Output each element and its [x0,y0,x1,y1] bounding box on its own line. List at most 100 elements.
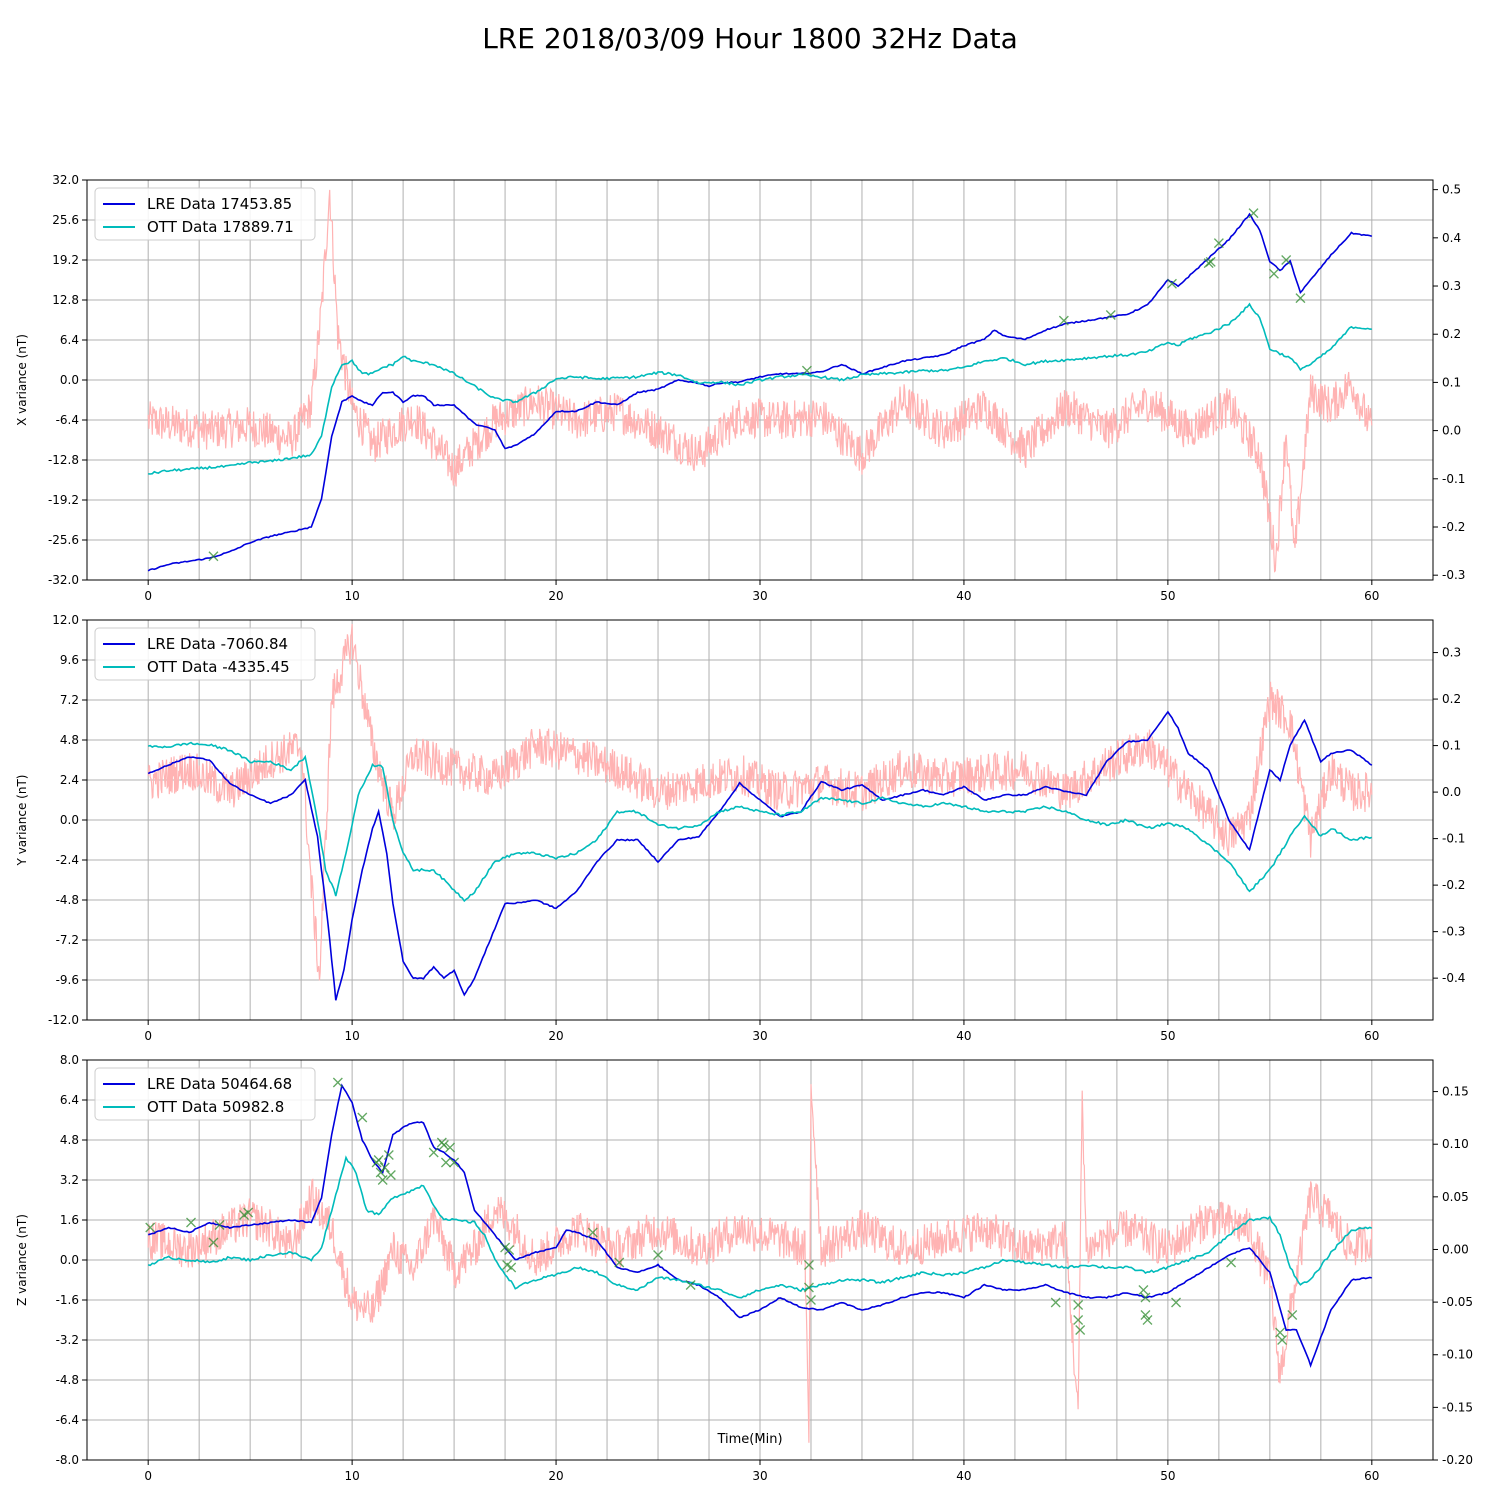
y-tick-label: 7.2 [60,693,79,707]
marker-x [445,1142,455,1153]
marker-x [1140,1310,1151,1320]
marker-x [1171,1297,1181,1308]
marker-x [375,1167,386,1178]
x-tick-label: 40 [956,1469,971,1483]
x-tick-label: 50 [1160,589,1175,603]
y2-tick-label: 0.5 [1442,183,1461,197]
y2-tick-label: 0.0 [1442,424,1461,438]
y2-tick-label: 0.1 [1442,739,1461,753]
y-tick-label: 0.0 [60,373,79,387]
x-tick-label: 10 [344,589,359,603]
panel-z: 8.0 6.4 4.8 3.2 1.6 0.0 -1.6 -3.2 -4.8 -6.4 -8.0 0.… [15,1053,1473,1483]
legend-box [94,1067,316,1121]
legend-label: LRE Data 50464.68 [147,1075,292,1093]
legend-label: LRE Data 17453.85 [147,195,292,213]
marker-x [685,1280,696,1290]
legend-label: OTT Data -4335.45 [147,658,290,676]
x-tick-label: 60 [1364,1029,1379,1043]
y2-tick-label: 0.3 [1442,279,1461,293]
marker-x [1248,208,1259,219]
marker-x [214,1220,225,1230]
y-axis-label: X variance (nT) [15,334,29,426]
marker-x [1105,310,1116,320]
x-tick-label: 20 [548,1469,563,1483]
x-tick-label: 40 [956,589,971,603]
y-tick-label: 6.4 [60,1093,79,1107]
y2-tick-label: -0.2 [1442,520,1465,534]
y2-tick-label: -0.3 [1442,568,1465,582]
panel-x: 32.0 25.6 19.2 12.8 6.4 0.0 -6.4 -12.8 -19.2 -25.… [15,173,1465,603]
y-tick-label: -4.8 [56,1373,79,1387]
marker-x [440,1157,451,1168]
y-tick-label: -3.2 [56,1333,79,1347]
y-tick-label: 1.6 [60,1213,79,1227]
marker-x [1050,1297,1061,1308]
y-tick-label: -4.8 [56,893,79,907]
y-tick-label: -12.8 [48,453,79,467]
x-tick-label: 20 [548,1029,563,1043]
marker-x [449,1157,460,1168]
y-tick-label: -32.0 [48,573,79,587]
y-tick-label: -6.4 [56,413,79,427]
series-line-lre [147,1083,1372,1368]
marker-x [1268,268,1279,279]
y-tick-label: -2.4 [56,853,79,867]
marker-x [653,1250,663,1260]
y-tick-label: -19.2 [48,493,79,507]
y-axis-label: Y variance (nT) [15,775,29,867]
y-tick-label: -7.2 [56,933,79,947]
residual-trace [147,623,1373,981]
x-tick-label: 0 [144,1469,152,1483]
marker-x [801,365,812,376]
y-axis-label: Z variance (nT) [15,1214,29,1306]
y-tick-label: 2.4 [60,773,79,787]
y-tick-label: 4.8 [60,1133,79,1147]
marker-x [614,1257,625,1268]
y2-tick-label: 0.1 [1442,375,1461,389]
marker-x [1138,1285,1149,1295]
marker-x [1142,1315,1153,1325]
marker-x [1281,255,1292,265]
y2-tick-label: 0.05 [1442,1190,1469,1204]
marker-x [428,1147,439,1158]
y-tick-label: -8.0 [56,1453,79,1467]
y-tick-label: 3.2 [60,1173,79,1187]
marker-x [1295,293,1306,304]
y2-tick-label: 0.4 [1442,231,1461,245]
y-tick-label: -6.4 [56,1413,79,1427]
marker-x [383,1150,394,1160]
marker-x [1075,1325,1086,1335]
legend-box [94,627,316,681]
y2-tick-label: 0.2 [1442,692,1461,706]
marker-x [145,1222,156,1233]
x-tick-label: 50 [1160,1469,1175,1483]
marker-x [186,1217,196,1228]
y2-tick-label: -0.05 [1442,1295,1473,1309]
y-tick-label: -1.6 [56,1293,79,1307]
marker-x [1140,1292,1151,1303]
legend-label: OTT Data 50982.8 [147,1098,284,1116]
x-tick-label: 10 [344,1029,359,1043]
x-tick-label: 30 [752,1469,767,1483]
y-tick-label: 12.0 [52,613,79,627]
x-tick-label: 30 [752,589,767,603]
marker-x [208,551,219,562]
x-tick-label: 10 [344,1469,359,1483]
y2-tick-label: 0.15 [1442,1085,1469,1099]
x-tick-label: 50 [1160,1029,1175,1043]
series-line-ott [148,302,1372,475]
y-tick-label: -25.6 [48,533,79,547]
residual-trace [147,1084,1373,1443]
marker-x [504,1245,515,1255]
marker-x [1275,1327,1286,1338]
y-tick-label: 9.6 [60,653,79,667]
y-tick-label: 6.4 [60,333,79,347]
legend-label: LRE Data -7060.84 [147,635,288,653]
marker-x [332,1077,343,1088]
marker-x [1277,1335,1288,1345]
marker-x [438,1140,449,1150]
y-tick-label: -9.6 [56,973,79,987]
y2-tick-label: -0.2 [1442,878,1465,892]
series-line-lre [147,710,1373,1001]
marker-x [803,1260,814,1270]
